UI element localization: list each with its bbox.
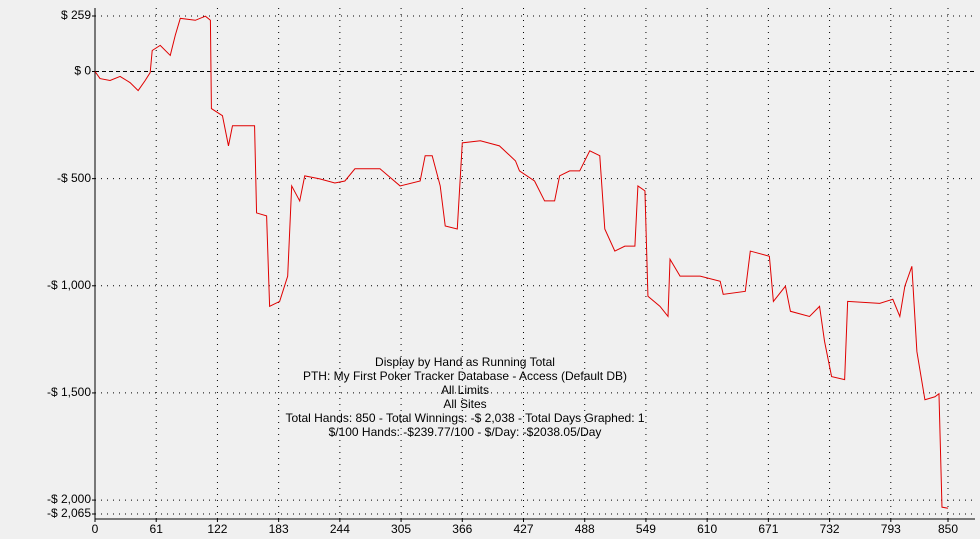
line [94, 15, 949, 509]
x-tick-label: 366 [452, 522, 472, 536]
annotation: Total Hands: 850 - Total Winnings: -$ 2,… [285, 411, 644, 425]
y-tick-label: -$ 2,000 [47, 492, 91, 506]
y-tick-label: -$ 1,500 [47, 385, 91, 399]
x-tick-label: 122 [207, 522, 227, 536]
x-tick-label: 610 [697, 522, 717, 536]
y-tick-label: -$ 1,000 [47, 278, 91, 292]
x-tick-label: 183 [269, 522, 289, 536]
y-tick-label: $ 0 [74, 64, 91, 78]
x-tick-label: 850 [938, 522, 958, 536]
x-tick-label: 305 [391, 522, 411, 536]
x-tick-label: 427 [513, 522, 533, 536]
annotation: $/100 Hands: -$239.77/100 - $/Day: -$203… [329, 425, 602, 439]
y-tick-label: $ 259 [61, 8, 91, 22]
x-tick-label: 488 [575, 522, 595, 536]
annotation: PTH: My First Poker Tracker Database - A… [303, 369, 627, 383]
y-tick-label: -$ 2,065 [47, 506, 91, 520]
x-tick-label: 671 [758, 522, 778, 536]
x-tick-label: 0 [92, 522, 99, 536]
x-tick-label: 732 [820, 522, 840, 536]
x-tick-label: 244 [330, 522, 350, 536]
y-tick-label: -$ 500 [57, 171, 91, 185]
annotation: All Sites [443, 397, 486, 411]
annotation: All Limits [441, 383, 489, 397]
x-tick-label: 61 [150, 522, 164, 536]
annotation: Display by Hand as Running Total [375, 355, 555, 369]
x-tick-label: 549 [636, 522, 656, 536]
x-tick-label: 793 [881, 522, 901, 536]
